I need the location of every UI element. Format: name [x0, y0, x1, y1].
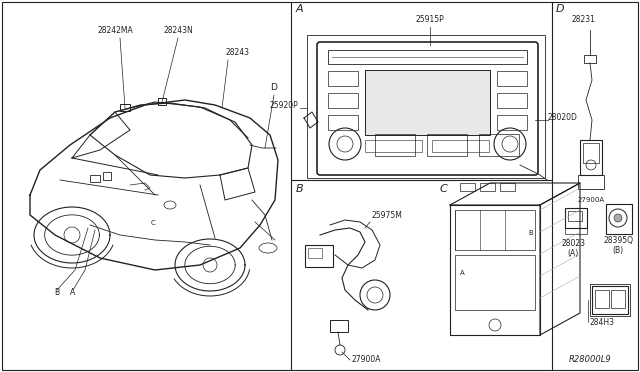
Text: D: D: [556, 4, 564, 14]
Bar: [611, 290, 625, 308]
Text: D: D: [271, 83, 277, 92]
Bar: [590, 284, 630, 316]
Bar: [583, 143, 599, 163]
Bar: [578, 175, 604, 189]
Text: 25975M: 25975M: [372, 211, 403, 220]
Bar: [497, 71, 527, 86]
Bar: [330, 320, 348, 332]
Bar: [158, 98, 166, 105]
Bar: [479, 134, 519, 156]
Text: 28231: 28231: [572, 15, 596, 24]
Bar: [568, 211, 582, 221]
Bar: [90, 175, 100, 182]
Bar: [328, 71, 358, 86]
Text: C: C: [150, 220, 156, 226]
Bar: [120, 104, 130, 111]
Bar: [375, 134, 415, 156]
Text: C: C: [440, 184, 448, 194]
Bar: [308, 248, 322, 258]
Bar: [450, 205, 540, 335]
Bar: [580, 140, 602, 175]
Bar: [427, 134, 467, 156]
Circle shape: [614, 214, 622, 222]
Text: A: A: [460, 270, 465, 276]
Text: B: B: [528, 230, 532, 236]
Bar: [565, 208, 587, 228]
Bar: [432, 140, 489, 152]
Text: (B): (B): [612, 246, 623, 255]
Text: 28243: 28243: [225, 48, 249, 57]
Bar: [103, 172, 111, 180]
Text: 25915P: 25915P: [415, 15, 444, 24]
Bar: [305, 245, 333, 267]
Bar: [328, 50, 527, 64]
Bar: [480, 183, 495, 191]
Text: B: B: [54, 288, 60, 297]
Text: (A): (A): [568, 249, 579, 258]
Text: A: A: [296, 4, 303, 14]
Text: R28000L9: R28000L9: [568, 355, 611, 364]
Text: 28243N: 28243N: [163, 26, 193, 35]
Text: B: B: [296, 184, 303, 194]
Bar: [455, 255, 535, 310]
Bar: [606, 204, 632, 234]
Text: A: A: [70, 288, 76, 297]
Text: 27900A: 27900A: [577, 197, 605, 203]
Bar: [500, 183, 515, 191]
Text: 28020D: 28020D: [548, 113, 578, 122]
Bar: [497, 115, 527, 130]
Text: 27900A: 27900A: [352, 355, 381, 364]
Bar: [328, 93, 358, 108]
Text: 28023: 28023: [561, 239, 585, 248]
Bar: [595, 290, 609, 308]
Bar: [455, 210, 535, 250]
Bar: [584, 55, 596, 63]
Bar: [497, 93, 527, 108]
Bar: [307, 35, 545, 178]
Bar: [365, 140, 422, 152]
Text: 28242MA: 28242MA: [97, 26, 133, 35]
Bar: [365, 70, 490, 135]
Text: 284H3: 284H3: [590, 318, 615, 327]
Bar: [565, 228, 587, 234]
Bar: [460, 183, 475, 191]
Text: 28395Q: 28395Q: [603, 236, 633, 245]
Bar: [328, 115, 358, 130]
Text: 25920P: 25920P: [269, 101, 298, 110]
Bar: [592, 286, 628, 314]
